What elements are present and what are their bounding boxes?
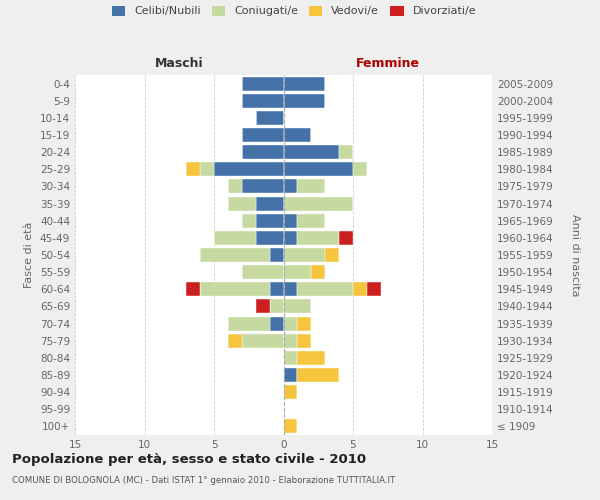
Bar — [242, 214, 256, 228]
Bar — [269, 316, 284, 330]
Y-axis label: Fasce di età: Fasce di età — [25, 222, 34, 288]
Bar — [298, 282, 353, 296]
Bar — [284, 145, 339, 159]
Bar — [284, 180, 298, 194]
Bar — [284, 316, 298, 330]
Bar — [298, 180, 325, 194]
Bar — [269, 300, 284, 314]
Bar — [242, 334, 284, 347]
Y-axis label: Anni di nascita: Anni di nascita — [570, 214, 580, 296]
Bar — [353, 282, 367, 296]
Bar — [284, 265, 311, 279]
Bar — [214, 231, 256, 245]
Bar — [200, 248, 269, 262]
Bar — [284, 214, 298, 228]
Bar — [269, 282, 284, 296]
Bar — [284, 300, 311, 314]
Bar — [242, 180, 284, 194]
Bar — [242, 128, 284, 142]
Bar — [256, 111, 284, 125]
Bar — [269, 248, 284, 262]
Bar — [367, 282, 381, 296]
Bar — [228, 334, 242, 347]
Bar — [284, 368, 298, 382]
Bar — [311, 265, 325, 279]
Bar — [284, 282, 298, 296]
Bar — [284, 196, 353, 210]
Text: COMUNE DI BOLOGNOLA (MC) - Dati ISTAT 1° gennaio 2010 - Elaborazione TUTTITALIA.: COMUNE DI BOLOGNOLA (MC) - Dati ISTAT 1°… — [12, 476, 395, 485]
Bar — [284, 420, 298, 434]
Bar — [200, 162, 214, 176]
Bar — [284, 162, 353, 176]
Bar — [256, 214, 284, 228]
Bar — [186, 162, 200, 176]
Bar — [298, 316, 311, 330]
Bar — [256, 196, 284, 210]
Bar — [284, 76, 325, 90]
Text: Popolazione per età, sesso e stato civile - 2010: Popolazione per età, sesso e stato civil… — [12, 452, 366, 466]
Bar — [228, 316, 269, 330]
Bar — [353, 162, 367, 176]
Bar — [228, 196, 256, 210]
Bar — [339, 145, 353, 159]
Bar — [325, 248, 339, 262]
Bar — [298, 334, 311, 347]
Bar — [298, 351, 325, 365]
Bar — [284, 128, 311, 142]
Legend: Celibi/Nubili, Coniugati/e, Vedovi/e, Divorziati/e: Celibi/Nubili, Coniugati/e, Vedovi/e, Di… — [112, 6, 476, 16]
Bar — [256, 300, 269, 314]
Bar — [214, 162, 284, 176]
Bar — [298, 231, 339, 245]
Bar — [256, 231, 284, 245]
Bar — [284, 248, 325, 262]
Bar — [242, 94, 284, 108]
Bar — [298, 368, 339, 382]
Bar — [284, 334, 298, 347]
Bar — [339, 231, 353, 245]
Text: Femmine: Femmine — [356, 57, 420, 70]
Bar — [242, 76, 284, 90]
Text: Maschi: Maschi — [155, 57, 203, 70]
Bar — [284, 94, 325, 108]
Bar — [242, 265, 284, 279]
Bar — [284, 351, 298, 365]
Bar — [284, 231, 298, 245]
Bar — [228, 180, 242, 194]
Bar — [200, 282, 269, 296]
Bar — [284, 385, 298, 399]
Bar — [242, 145, 284, 159]
Bar — [186, 282, 200, 296]
Bar — [298, 214, 325, 228]
